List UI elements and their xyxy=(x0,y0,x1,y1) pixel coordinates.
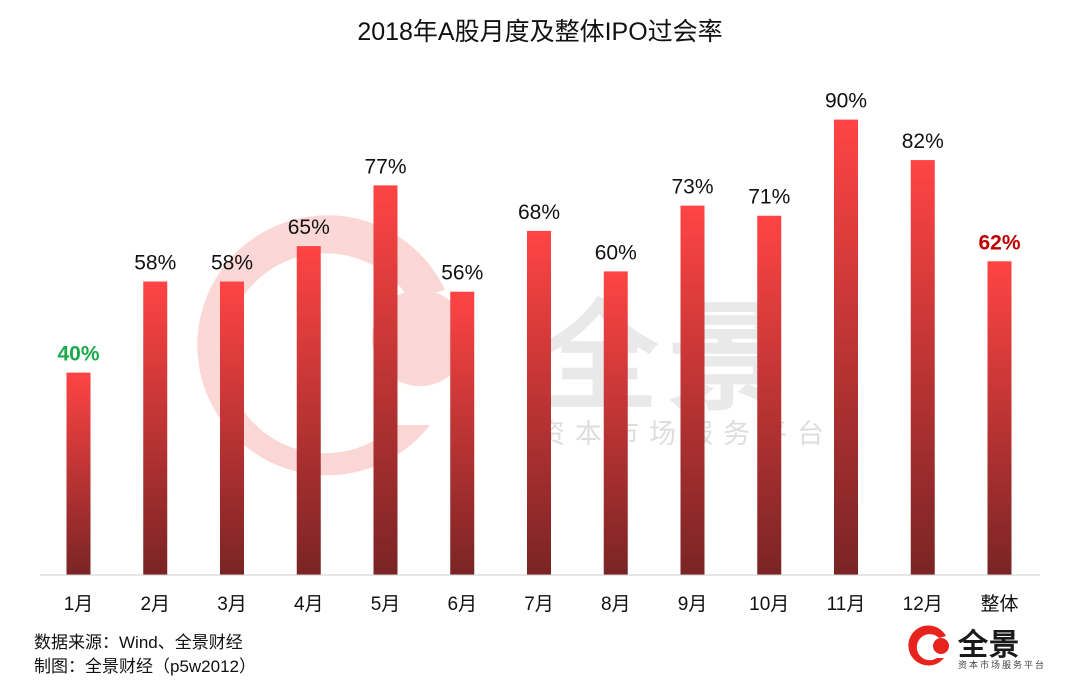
value-label: 62% xyxy=(978,231,1020,254)
category-label: 12月 xyxy=(903,594,943,615)
value-label: 77% xyxy=(364,155,406,178)
category-label: 1月 xyxy=(64,594,94,615)
value-label: 58% xyxy=(211,252,253,275)
bar-10月 xyxy=(757,215,782,576)
category-label: 8月 xyxy=(601,594,631,615)
value-label: 58% xyxy=(134,252,176,275)
bar-8月 xyxy=(603,271,628,575)
brand-icon xyxy=(908,625,949,666)
bar-整体 xyxy=(987,261,1012,575)
brand-subtitle: 资本市场服务平台 xyxy=(958,660,1047,670)
value-label: 82% xyxy=(902,130,944,153)
category-label: 7月 xyxy=(524,594,554,615)
bar-7月 xyxy=(527,230,551,576)
bar-3月 xyxy=(220,281,244,575)
category-label: 3月 xyxy=(217,594,247,615)
watermark-text: 全景 xyxy=(540,293,797,425)
bar-9月 xyxy=(680,205,705,575)
brand-name: 全景 xyxy=(958,629,1020,662)
value-label: 60% xyxy=(595,241,637,264)
category-label: 5月 xyxy=(371,594,401,615)
category-label: 整体 xyxy=(980,593,1018,615)
bar-5月 xyxy=(373,185,398,575)
value-label: 90% xyxy=(825,90,867,113)
bar-4月 xyxy=(296,246,321,575)
category-label: 6月 xyxy=(447,594,477,615)
category-label: 11月 xyxy=(827,594,866,615)
value-label: 68% xyxy=(518,201,560,224)
bar-11月 xyxy=(834,119,858,575)
chart-maker: 制图：全景财经（p5w2012） xyxy=(34,657,257,676)
data-source: 数据来源：Wind、全景财经 xyxy=(34,633,243,652)
bar-2月 xyxy=(143,281,168,575)
value-label: 71% xyxy=(748,186,790,209)
bar-6月 xyxy=(450,291,475,575)
bar-12月 xyxy=(910,160,935,575)
category-label: 9月 xyxy=(678,594,708,615)
value-label: 56% xyxy=(441,262,483,285)
category-label: 2月 xyxy=(140,594,170,615)
chart-title: 2018年A股月度及整体IPO过会率 xyxy=(357,18,723,46)
category-label: 4月 xyxy=(294,594,324,615)
brand-logo: 全景 资本市场服务平台 xyxy=(906,618,1056,676)
category-label: 10月 xyxy=(749,594,789,615)
value-label: 73% xyxy=(671,176,713,199)
bar-1月 xyxy=(66,372,91,575)
value-label: 65% xyxy=(288,216,330,239)
value-label: 40% xyxy=(57,343,99,366)
